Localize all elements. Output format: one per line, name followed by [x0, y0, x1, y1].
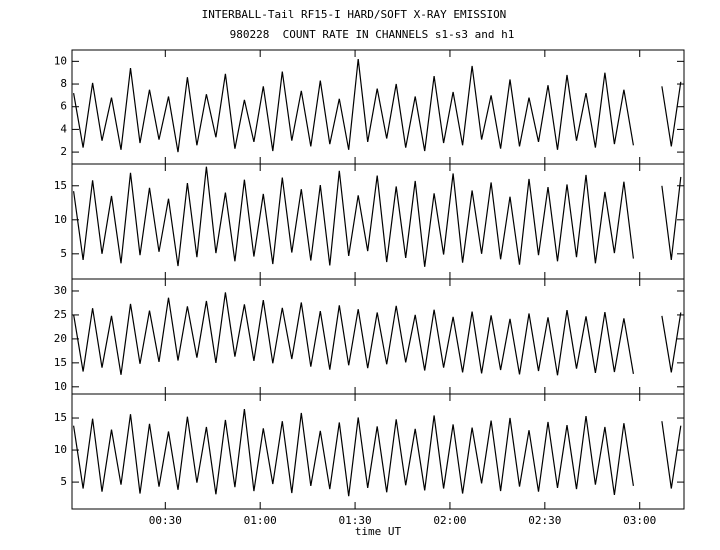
x-axis-label: time UT — [355, 525, 402, 538]
y-tick-label: 4 — [60, 122, 67, 135]
y-tick-label: 15 — [54, 179, 67, 192]
chart-subtitle: 980228 COUNT RATE IN CHANNELS s1-s3 and … — [230, 28, 515, 41]
y-tick-label: 10 — [54, 443, 67, 456]
y-tick-label: 15 — [54, 356, 67, 369]
y-tick-label: 15 — [54, 411, 67, 424]
trace — [73, 59, 682, 153]
y-tick-label: 25 — [54, 308, 67, 321]
panel-frame — [71, 278, 685, 395]
y-tick-label: 10 — [54, 213, 67, 226]
x-tick-label: 02:00 — [433, 514, 466, 527]
y-tick-label: 30 — [54, 284, 67, 297]
x-tick-label: 00:30 — [149, 514, 182, 527]
x-tick-label: 01:00 — [244, 514, 277, 527]
y-tick-label: 10 — [54, 54, 67, 67]
y-tick-label: 2 — [60, 145, 67, 158]
chart-title: INTERBALL-Tail RF15-I HARD/SOFT X-RAY EM… — [202, 8, 507, 21]
x-tick-label: 02:30 — [528, 514, 561, 527]
y-tick-label: 5 — [60, 475, 67, 488]
x-tick-label: 01:30 — [339, 514, 372, 527]
x-tick-label: 03:00 — [623, 514, 656, 527]
panel-frame — [71, 393, 685, 510]
y-tick-label: 8 — [60, 77, 67, 90]
y-tick-label: 10 — [54, 380, 67, 393]
trace — [73, 166, 682, 267]
trace — [73, 409, 682, 497]
trace — [73, 292, 682, 376]
y-tick-label: 5 — [60, 247, 67, 260]
y-tick-label: 20 — [54, 332, 67, 345]
panel-frame — [71, 49, 685, 165]
y-tick-label: 6 — [60, 100, 67, 113]
